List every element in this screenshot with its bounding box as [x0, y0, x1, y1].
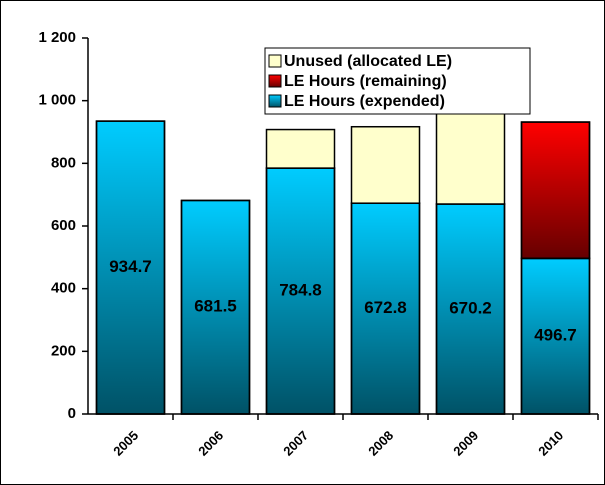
data-label: 672.8: [364, 298, 407, 317]
y-tick-label: 200: [51, 342, 76, 359]
bar-segment: [352, 127, 420, 203]
y-tick-label: 800: [51, 154, 76, 171]
bar-segment: [437, 105, 505, 204]
y-tick-label: 400: [51, 280, 76, 297]
y-tick-label: 1 200: [38, 29, 76, 46]
legend-label: LE Hours (remaining): [284, 73, 447, 90]
legend-label: Unused (allocated LE): [284, 53, 452, 70]
data-label: 670.2: [449, 298, 492, 317]
y-tick-label: 600: [51, 217, 76, 234]
bar-shade: [522, 122, 590, 258]
data-label: 681.5: [194, 297, 237, 316]
legend-shade: [269, 75, 281, 87]
legend-swatch: [269, 55, 281, 67]
legend-shade: [269, 95, 281, 107]
y-tick-label: 1 000: [38, 92, 76, 109]
page: 934.72005681.52006784.82007672.82008670.…: [0, 0, 605, 485]
y-tick-label: 0: [68, 405, 76, 422]
bar-segment: [267, 130, 335, 169]
data-label: 784.8: [279, 281, 322, 300]
legend-label: LE Hours (expended): [284, 93, 445, 110]
chart: 934.72005681.52006784.82007672.82008670.…: [0, 0, 605, 485]
data-label: 496.7: [534, 326, 577, 345]
data-label: 934.7: [109, 257, 152, 276]
